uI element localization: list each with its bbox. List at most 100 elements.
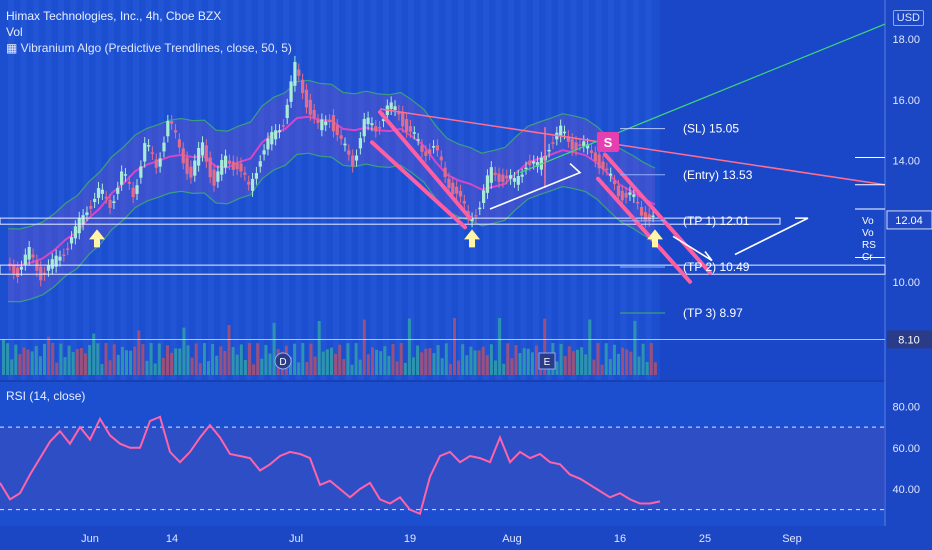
volume-bar <box>305 362 309 375</box>
projection-arrow-down <box>672 235 713 262</box>
volume-bar <box>506 343 510 375</box>
support-zone-tp2 <box>0 264 886 275</box>
time-tick-label: Sep <box>782 533 802 545</box>
candle-body <box>77 217 81 234</box>
candle-body <box>470 218 474 222</box>
side-legend-item: Cr <box>862 252 873 263</box>
time-tick-label: 19 <box>404 533 416 545</box>
candle-body <box>447 178 451 188</box>
volume-bar <box>576 349 579 375</box>
volume-bar <box>502 363 506 375</box>
rsi-tick-label: 60.00 <box>892 443 920 455</box>
buy-arrow-icon <box>464 229 480 248</box>
symbol-title[interactable]: Himax Technologies, Inc., 4h, Cboe BZX <box>6 9 222 23</box>
level-label-TP2: (TP 2) 10.49 <box>683 260 750 274</box>
volume-bar <box>14 344 18 375</box>
volume-bar <box>325 349 329 375</box>
volume-bar <box>567 346 571 375</box>
volume-bar <box>481 346 485 375</box>
upper-band-line <box>7 79 656 230</box>
time-tick-label: Jun <box>81 533 99 545</box>
volume-bar <box>301 343 305 375</box>
volume-bar <box>461 344 465 375</box>
time-tick-label: 14 <box>166 533 178 545</box>
candle-body <box>166 120 170 137</box>
stripe <box>608 0 614 380</box>
volume-bar <box>625 349 629 375</box>
stripe <box>345 0 352 380</box>
volume-bar <box>645 362 649 375</box>
volume-bar <box>145 360 149 375</box>
candle-body <box>131 187 135 198</box>
currency-badge[interactable]: USD <box>892 10 924 26</box>
stripe <box>183 0 189 380</box>
extra-price-label: 8.10 <box>898 334 919 346</box>
candle-body <box>508 175 513 179</box>
volume-bar <box>571 351 575 375</box>
volume-bar <box>489 344 493 375</box>
volume-bar <box>366 354 370 375</box>
candle-body <box>374 126 378 132</box>
volume-bar <box>166 345 169 375</box>
candle-body <box>589 150 594 153</box>
candle-body <box>505 175 509 179</box>
projection-arrow-up-1 <box>489 162 582 210</box>
volume-bar <box>198 363 202 375</box>
stripe <box>558 0 564 380</box>
candle-body <box>570 139 574 150</box>
volume-bar <box>174 348 178 375</box>
level-label-Entry: (Entry) 13.53 <box>683 168 753 182</box>
candle-body <box>512 178 517 182</box>
rsi-label[interactable]: RSI (14, close) <box>6 389 86 403</box>
volume-bar <box>71 352 75 375</box>
candle-body <box>58 256 62 261</box>
candle-body <box>16 267 20 277</box>
volume-bar <box>264 344 268 375</box>
candle-body <box>289 81 293 102</box>
candle-body <box>516 176 520 185</box>
volume-bar <box>436 345 440 375</box>
candle-body <box>320 119 324 131</box>
volume-bar <box>157 343 161 375</box>
volume-bar <box>231 347 235 375</box>
candle-body <box>150 152 155 154</box>
volume-bar <box>317 320 321 375</box>
eye-icon[interactable]: ▦ <box>6 41 21 55</box>
volume-bar <box>592 359 596 375</box>
event-marker-label: E <box>544 357 551 368</box>
candle-body <box>85 212 89 216</box>
stripe <box>70 0 77 380</box>
candle-body <box>331 115 336 132</box>
green-trendline <box>519 23 886 174</box>
candle-body <box>493 172 497 176</box>
buy-arrow-icon <box>89 229 105 248</box>
candle-body <box>412 132 416 134</box>
candle-body <box>335 125 339 135</box>
candle-body <box>193 160 197 176</box>
candle-body <box>435 145 440 151</box>
indicator-label[interactable]: Vibranium Algo (Predictive Trendlines, c… <box>20 41 292 55</box>
volume-bar <box>375 349 379 375</box>
candle-body <box>220 160 224 175</box>
candle-body <box>639 207 644 216</box>
volume-bar <box>522 348 526 375</box>
volume-bar <box>2 340 5 375</box>
volume-bar <box>350 364 354 375</box>
time-tick-label: 25 <box>699 533 711 545</box>
volume-bar <box>63 357 67 375</box>
volume-bar <box>207 361 210 375</box>
price-tick-label: 16.00 <box>892 95 920 107</box>
volume-bar <box>59 343 63 375</box>
vol-label[interactable]: Vol <box>6 25 23 39</box>
volume-bar <box>235 354 239 375</box>
stripe <box>545 0 552 380</box>
rsi-line <box>0 415 661 516</box>
volume-bar <box>387 356 391 375</box>
volume-bar <box>252 364 256 375</box>
rsi-tick-label: 40.00 <box>892 484 920 496</box>
stripe <box>583 0 589 380</box>
volume-bar <box>629 351 633 375</box>
volume-bar <box>637 356 641 375</box>
